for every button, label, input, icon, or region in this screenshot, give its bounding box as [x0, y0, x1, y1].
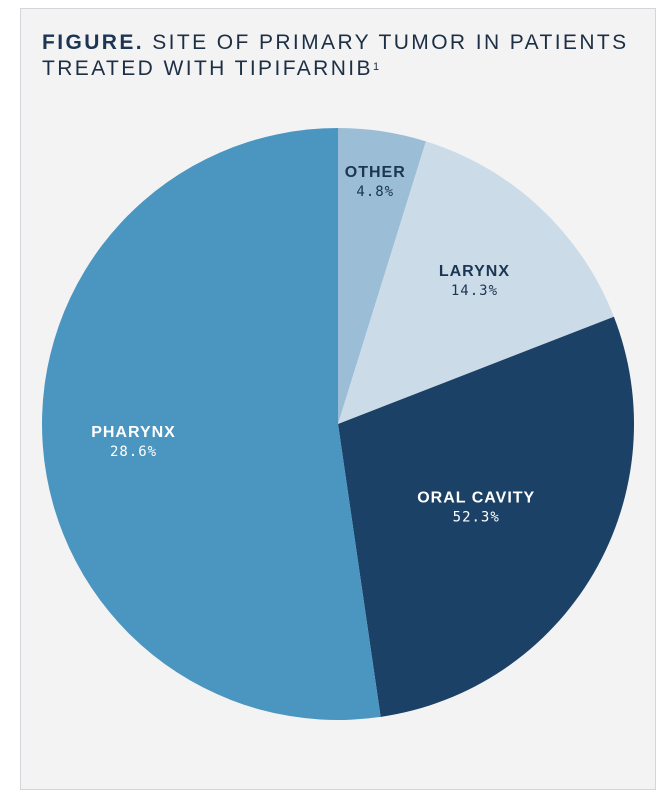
slice-value-pharynx: 28.6%	[110, 444, 157, 460]
slice-label-pharynx: PHARYNX	[91, 424, 176, 441]
slice-label-larynx: LARYNX	[439, 263, 510, 280]
slice-value-larynx: 14.3%	[451, 283, 498, 299]
slice-label-other: OTHER	[345, 164, 406, 181]
footnote-marker: 1	[372, 61, 380, 73]
slice-other	[338, 128, 426, 424]
slice-value-oral-cavity: 52.3%	[453, 510, 500, 526]
slice-larynx	[338, 141, 614, 424]
figure-heading: FIGURE. SITE OF PRIMARY TUMOR IN PATIENT…	[42, 30, 632, 82]
figure-title: SITE OF PRIMARY TUMOR IN PATIENTS TREATE…	[42, 31, 629, 80]
pie-slices	[42, 128, 635, 720]
slice-oral-cavity	[338, 316, 635, 717]
slice-value-other: 4.8%	[356, 184, 394, 200]
pie-labels: OTHER 4.8% LARYNX 14.3% ORAL CAVITY 52.3% PHAR…	[91, 164, 535, 526]
slice-pharynx	[42, 128, 381, 720]
figure-label: FIGURE.	[42, 31, 144, 54]
slice-label-oral-cavity: ORAL CAVITY	[417, 490, 535, 507]
